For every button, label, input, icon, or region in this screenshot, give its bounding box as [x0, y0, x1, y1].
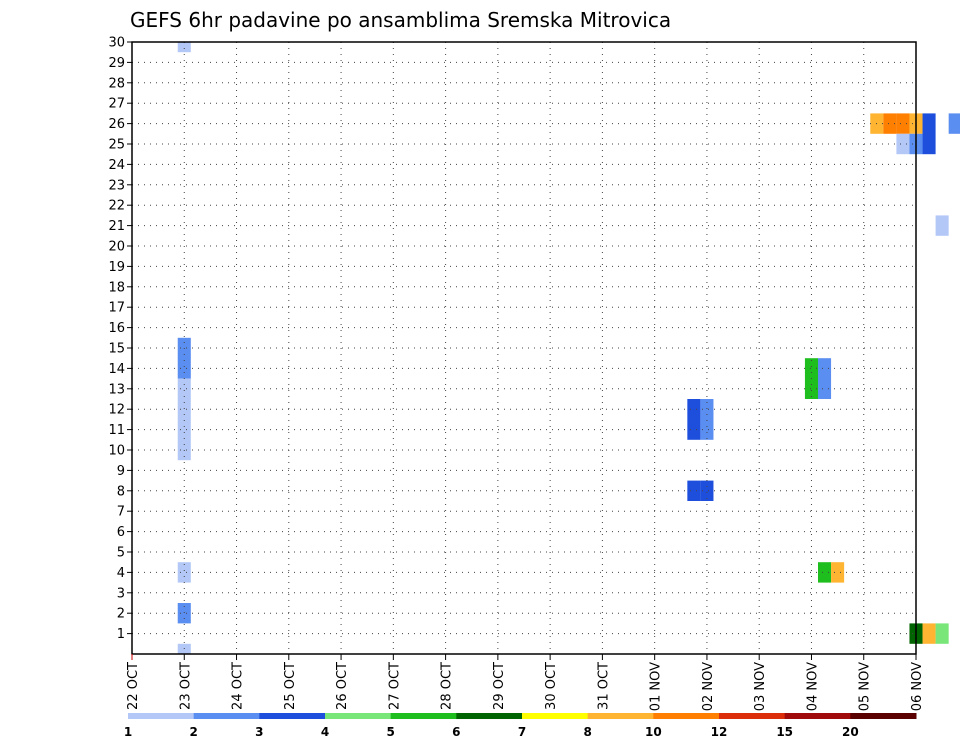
colorbar-label: 7 — [518, 725, 526, 739]
precip-cell — [935, 215, 949, 236]
x-tick-label: 22 OCT — [126, 662, 141, 710]
y-tick-label: 13 — [108, 382, 125, 397]
y-tick-label: 9 — [117, 464, 125, 479]
x-tick-label: 03 NOV — [753, 662, 768, 711]
y-tick-label: 18 — [108, 280, 125, 295]
colorbar-label: 2 — [189, 725, 197, 739]
precip-cell — [883, 113, 897, 134]
y-tick-label: 14 — [108, 362, 125, 377]
y-tick-label: 11 — [108, 423, 125, 438]
colorbar-label: 8 — [583, 725, 591, 739]
y-tick-label: 1 — [117, 627, 125, 642]
x-tick-label: 24 OCT — [231, 662, 246, 710]
colorbar-label: 3 — [255, 725, 263, 739]
y-tick-label: 10 — [108, 444, 125, 459]
colorbar-label: 20 — [842, 725, 859, 739]
x-tick-label: 02 NOV — [701, 662, 716, 711]
y-tick-label: 30 — [108, 36, 125, 51]
x-tick-label: 04 NOV — [805, 662, 820, 711]
colorbar-swatch — [456, 713, 523, 719]
y-tick-label: 5 — [117, 546, 125, 561]
y-tick-label: 20 — [108, 240, 125, 255]
colorbar-swatch — [587, 713, 654, 719]
y-tick-label: 8 — [117, 484, 125, 499]
precipitation-cells — [177, 42, 960, 654]
precip-cell — [935, 623, 949, 644]
precip-cell — [177, 42, 191, 53]
x-tick-label: 23 OCT — [178, 662, 193, 710]
grid-lines — [132, 41, 916, 654]
precip-cell — [948, 113, 960, 134]
y-tick-label: 2 — [117, 607, 125, 622]
colorbar-swatch — [850, 713, 917, 719]
precip-cell — [700, 480, 714, 501]
precip-cell — [922, 113, 936, 155]
colorbar-swatch — [390, 713, 457, 719]
precip-cell — [896, 113, 910, 134]
x-tick-label: 25 OCT — [283, 662, 298, 710]
y-tick-label: 25 — [108, 138, 125, 153]
colorbar-label: 10 — [645, 725, 662, 739]
colorbar-label: 5 — [386, 725, 394, 739]
colorbar-label: 15 — [776, 725, 793, 739]
y-tick-label: 16 — [108, 321, 125, 336]
y-tick-label: 29 — [108, 56, 125, 71]
x-tick-label: 05 NOV — [858, 662, 873, 711]
colorbar-swatch — [259, 713, 326, 719]
precip-cell — [177, 562, 191, 583]
y-tick-label: 4 — [117, 566, 125, 581]
y-axis: 1234567891011121314151617181920212223242… — [108, 36, 132, 642]
precip-cell — [896, 133, 910, 155]
y-tick-label: 7 — [117, 505, 125, 520]
precip-cell — [687, 480, 701, 501]
x-tick-label: 29 OCT — [492, 662, 507, 710]
y-tick-label: 15 — [108, 342, 125, 357]
y-tick-label: 24 — [108, 158, 125, 173]
precip-cell — [700, 399, 714, 440]
colorbar-label: 12 — [711, 725, 728, 739]
y-tick-label: 26 — [108, 117, 125, 132]
x-tick-label: 31 OCT — [596, 662, 611, 710]
precip-cell — [177, 603, 191, 624]
colorbar-swatch — [193, 713, 260, 719]
x-tick-label: 26 OCT — [335, 662, 350, 710]
y-tick-label: 21 — [108, 219, 125, 234]
chart-title: GEFS 6hr padavine po ansamblima Sremska … — [130, 8, 671, 32]
colorbar-swatch — [325, 713, 392, 719]
x-tick-label: 06 NOV — [910, 662, 925, 711]
x-axis: 22 OCT 23 OCT 24 OCT 25 OCT 26 OCT 27 OCT 28 O… — [126, 654, 925, 711]
y-tick-label: 6 — [117, 525, 125, 540]
y-tick-label: 22 — [108, 199, 125, 214]
precip-cell — [818, 562, 832, 583]
colorbar-swatch — [128, 713, 195, 719]
x-tick-label: 27 OCT — [387, 662, 402, 710]
x-tick-label: 30 OCT — [544, 662, 559, 710]
colorbar-label: 4 — [321, 725, 329, 739]
y-tick-label: 3 — [117, 586, 125, 601]
colorbar-label: 1 — [124, 725, 132, 739]
colorbar-swatch — [653, 713, 720, 719]
colorbar-swatch — [522, 713, 589, 719]
colorbar-legend: 1 2 3 4 5 6 7 8 10 12 15 20 — [124, 713, 917, 739]
x-tick-label: 01 NOV — [649, 662, 664, 711]
y-tick-label: 28 — [108, 76, 125, 91]
precip-cell — [687, 399, 701, 440]
y-tick-label: 19 — [108, 260, 125, 275]
y-tick-label: 12 — [108, 403, 125, 418]
precip-cell — [922, 623, 936, 644]
colorbar-label: 6 — [452, 725, 460, 739]
y-tick-label: 27 — [108, 97, 125, 112]
precip-cell — [177, 378, 191, 461]
y-tick-label: 17 — [108, 301, 125, 316]
precip-cell — [818, 358, 832, 399]
x-tick-label: 28 OCT — [440, 662, 455, 710]
precip-cell — [831, 562, 845, 583]
colorbar-swatch — [784, 713, 851, 719]
y-tick-label: 23 — [108, 178, 125, 193]
colorbar-swatch — [719, 713, 786, 719]
